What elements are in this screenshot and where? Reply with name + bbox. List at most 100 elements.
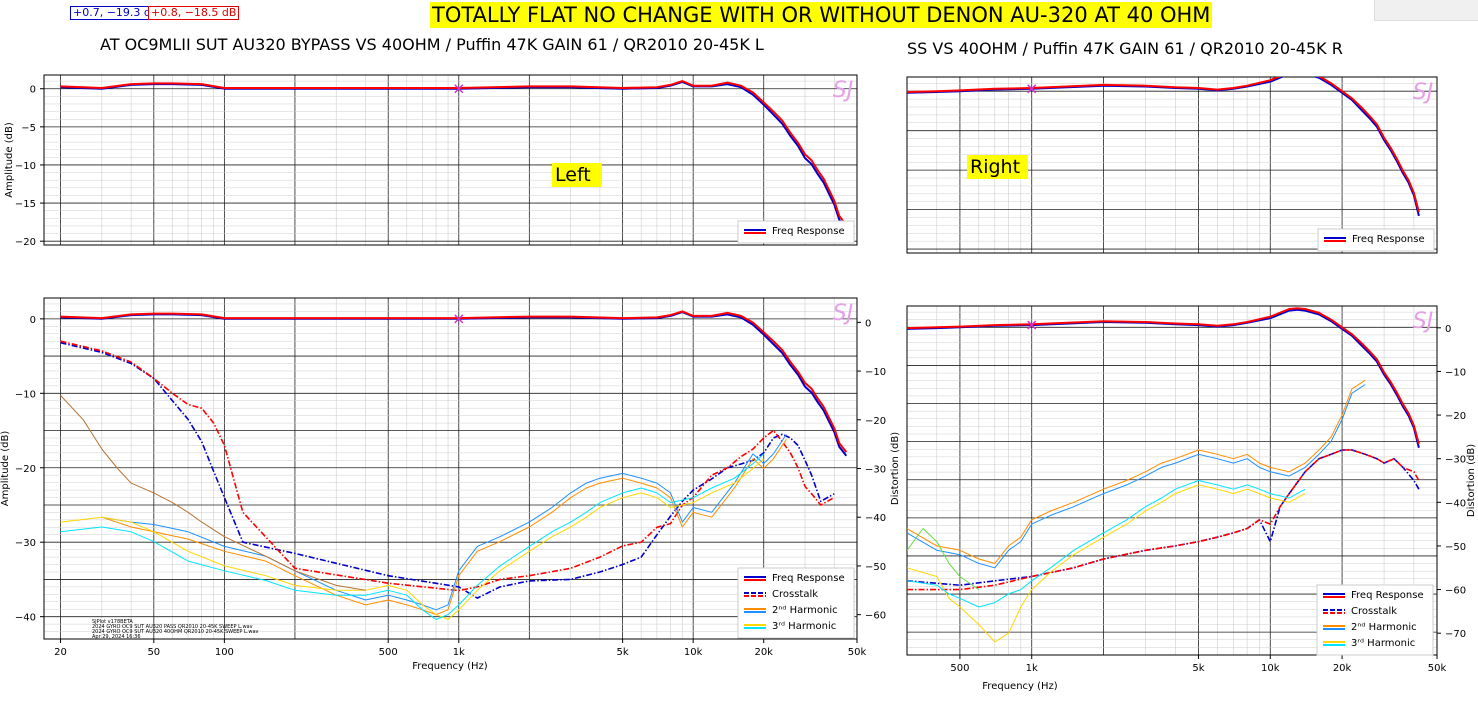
right-bottom-legend-label: 2ⁿᵈ Harmonic <box>1351 622 1417 633</box>
left-bottom-series-6 <box>60 458 765 620</box>
left-top-ytick-label: −15 <box>15 199 36 210</box>
left-bottom-series-8 <box>60 395 366 591</box>
left-bottom-y2tick-label: 0 <box>865 318 871 329</box>
left-top-ytick-label: −20 <box>15 237 36 248</box>
left-bottom-y2tick-label: −10 <box>865 367 886 378</box>
left-bottom-series-1 <box>60 310 848 453</box>
left-bottom-y2tick-label: −40 <box>865 513 886 524</box>
left-bottom-y2tick-label: −30 <box>865 465 886 476</box>
left-bottom-series-2 <box>60 341 835 599</box>
banner-title: TOTALLY FLAT NO CHANGE WITH OR WITHOUT D… <box>430 2 1213 28</box>
left-bottom-legend-label: 2ⁿᵈ Harmonic <box>772 605 838 616</box>
right-bottom-series-1 <box>907 307 1420 445</box>
left-bottom-ytick-label: −40 <box>15 613 36 624</box>
right-bottom-y2tick-label: −70 <box>1445 629 1466 640</box>
right-bottom-xtick-label: 20k <box>1333 663 1352 674</box>
right-chart-title: SS VS 40OHM / Puffin 47K GAIN 61 / QR201… <box>907 39 1343 58</box>
right-bottom-marker <box>1027 320 1037 330</box>
left-bottom-footer-line: 2024 GYRO OC9 SUT AU320 40OHM QR2010 20-… <box>92 629 259 635</box>
right-top-channel-label-bg <box>967 155 1028 179</box>
right-bottom-legend-label: 3ʳᵈ Harmonic <box>1351 638 1415 649</box>
right-bottom-legend-label: Freq Response <box>1351 590 1424 601</box>
right-bottom-y2tick-label: −50 <box>1445 542 1466 553</box>
left-top-ytick-label: −5 <box>21 123 36 134</box>
right-bottom-ylabel2: Distortion (dB) <box>1466 444 1477 517</box>
right-top-legend-label: Freq Response <box>1352 234 1425 245</box>
left-bottom-xtick-label: 20 <box>54 647 67 658</box>
left-top-marker <box>454 84 464 94</box>
right-top-series-1 <box>907 77 1420 213</box>
right-bottom-y2tick-label: −30 <box>1445 455 1466 466</box>
left-bottom-marker <box>454 314 464 324</box>
right-bottom-xlabel: Frequency (Hz) <box>982 681 1058 692</box>
left-bottom-series-3 <box>60 340 835 592</box>
window-corner <box>1374 0 1478 21</box>
right-bottom-series-3 <box>907 449 1420 591</box>
chart-left-top: 0 −5 −10 −15 −20 Amplitude (dB) SJ Left Freq Res… <box>4 74 858 248</box>
left-bottom-y2tick-label: −20 <box>865 416 886 427</box>
left-bottom-series-4 <box>101 439 787 616</box>
right-bottom-series-8 <box>907 528 980 591</box>
left-bottom-footer-line: SJPlot v178BETA <box>92 619 133 625</box>
left-bottom-ytick-label: −30 <box>15 538 36 549</box>
left-top-legend-label: Freq Response <box>772 226 845 237</box>
right-bottom-y2tick-label: −60 <box>1445 586 1466 597</box>
left-bottom-xlabel: Frequency (Hz) <box>412 661 488 672</box>
chart-right-top: SJ Right Freq Response <box>906 76 1438 254</box>
right-bottom-y2tick-label: −20 <box>1445 411 1466 422</box>
right-bottom-series-7 <box>907 480 1306 608</box>
right-bottom-frame <box>906 305 1438 656</box>
left-bottom-xtick-label: 500 <box>379 647 398 658</box>
right-top-channel-label: Right <box>970 156 1020 178</box>
right-bottom-series-4 <box>907 379 1366 564</box>
left-top-watermark: SJ <box>833 78 853 103</box>
left-bottom-legend-label: Crosstalk <box>772 589 818 600</box>
right-top-series-group <box>907 77 1420 217</box>
left-top-series-1 <box>60 80 848 226</box>
left-bottom-ytick-label: 0 <box>30 315 36 326</box>
left-bottom-xtick-label: 50k <box>848 647 867 658</box>
chart-left-bottom: 0 −10 −20 −30 −40 −50 −60 0 −10 −20 −30 −40 20 50 100 5… <box>0 297 901 672</box>
left-bottom-footer-line: 2024 GYRO OC9 SUT AU320 PASS QR2010 20-4… <box>92 624 253 630</box>
left-top-frame <box>43 74 858 246</box>
left-bottom-xtick-label: 20k <box>754 647 773 658</box>
right-bottom-xtick-label: 500 <box>950 663 969 674</box>
right-bottom-y2tick-label: −40 <box>1445 498 1466 509</box>
left-top-ytick-label: 0 <box>30 85 36 96</box>
right-bottom-series-6 <box>907 484 1306 643</box>
right-top-marker <box>1027 84 1037 94</box>
left-bottom-y2tick-label: −60 <box>865 611 886 622</box>
left-top-series-group <box>60 80 848 230</box>
right-top-legend-box <box>1317 228 1435 252</box>
left-bottom-ylabel: Amplitude (dB) <box>0 431 11 507</box>
left-bottom-xtick-label: 10k <box>684 647 703 658</box>
right-top-frame <box>906 76 1438 254</box>
left-bottom-ylabel2: Distortion (dB) <box>890 432 901 505</box>
left-bottom-ytick-label: −10 <box>15 389 36 400</box>
right-top-watermark: SJ <box>1413 80 1433 105</box>
left-top-channel-label: Left <box>555 164 591 186</box>
left-bottom-xtick-label: 100 <box>215 647 234 658</box>
left-top-ylabel: Amplitude (dB) <box>4 122 15 198</box>
right-bottom-series-group <box>907 307 1420 643</box>
right-bottom-series-5 <box>907 384 1366 569</box>
left-bottom-series-5 <box>101 434 787 611</box>
cursor-readout-red: +0.8, −18.5 dB <box>148 6 240 20</box>
left-chart-title: AT OC9MLII SUT AU320 BYPASS VS 40OHM / P… <box>100 35 764 54</box>
left-bottom-legend-label: 3ʳᵈ Harmonic <box>772 621 836 632</box>
right-bottom-y2tick-label: 0 <box>1445 324 1451 335</box>
left-top-channel-label-bg <box>552 163 602 187</box>
left-bottom-footer-line: Apr 29, 2024 16:36 <box>92 634 141 640</box>
right-bottom-xtick-label: 5k <box>1192 663 1204 674</box>
right-bottom-xtick-label: 50k <box>1428 663 1447 674</box>
right-bottom-y2tick-label: −10 <box>1445 367 1466 378</box>
left-bottom-legend-label: Freq Response <box>772 573 845 584</box>
right-bottom-xtick-label: 10k <box>1261 663 1280 674</box>
right-bottom-xtick-label: 1k <box>1026 663 1038 674</box>
left-top-legend-box <box>737 220 855 244</box>
left-bottom-xtick-label: 1k <box>453 647 465 658</box>
left-bottom-xtick-label: 5k <box>617 647 629 658</box>
right-bottom-watermark: SJ <box>1413 309 1433 334</box>
